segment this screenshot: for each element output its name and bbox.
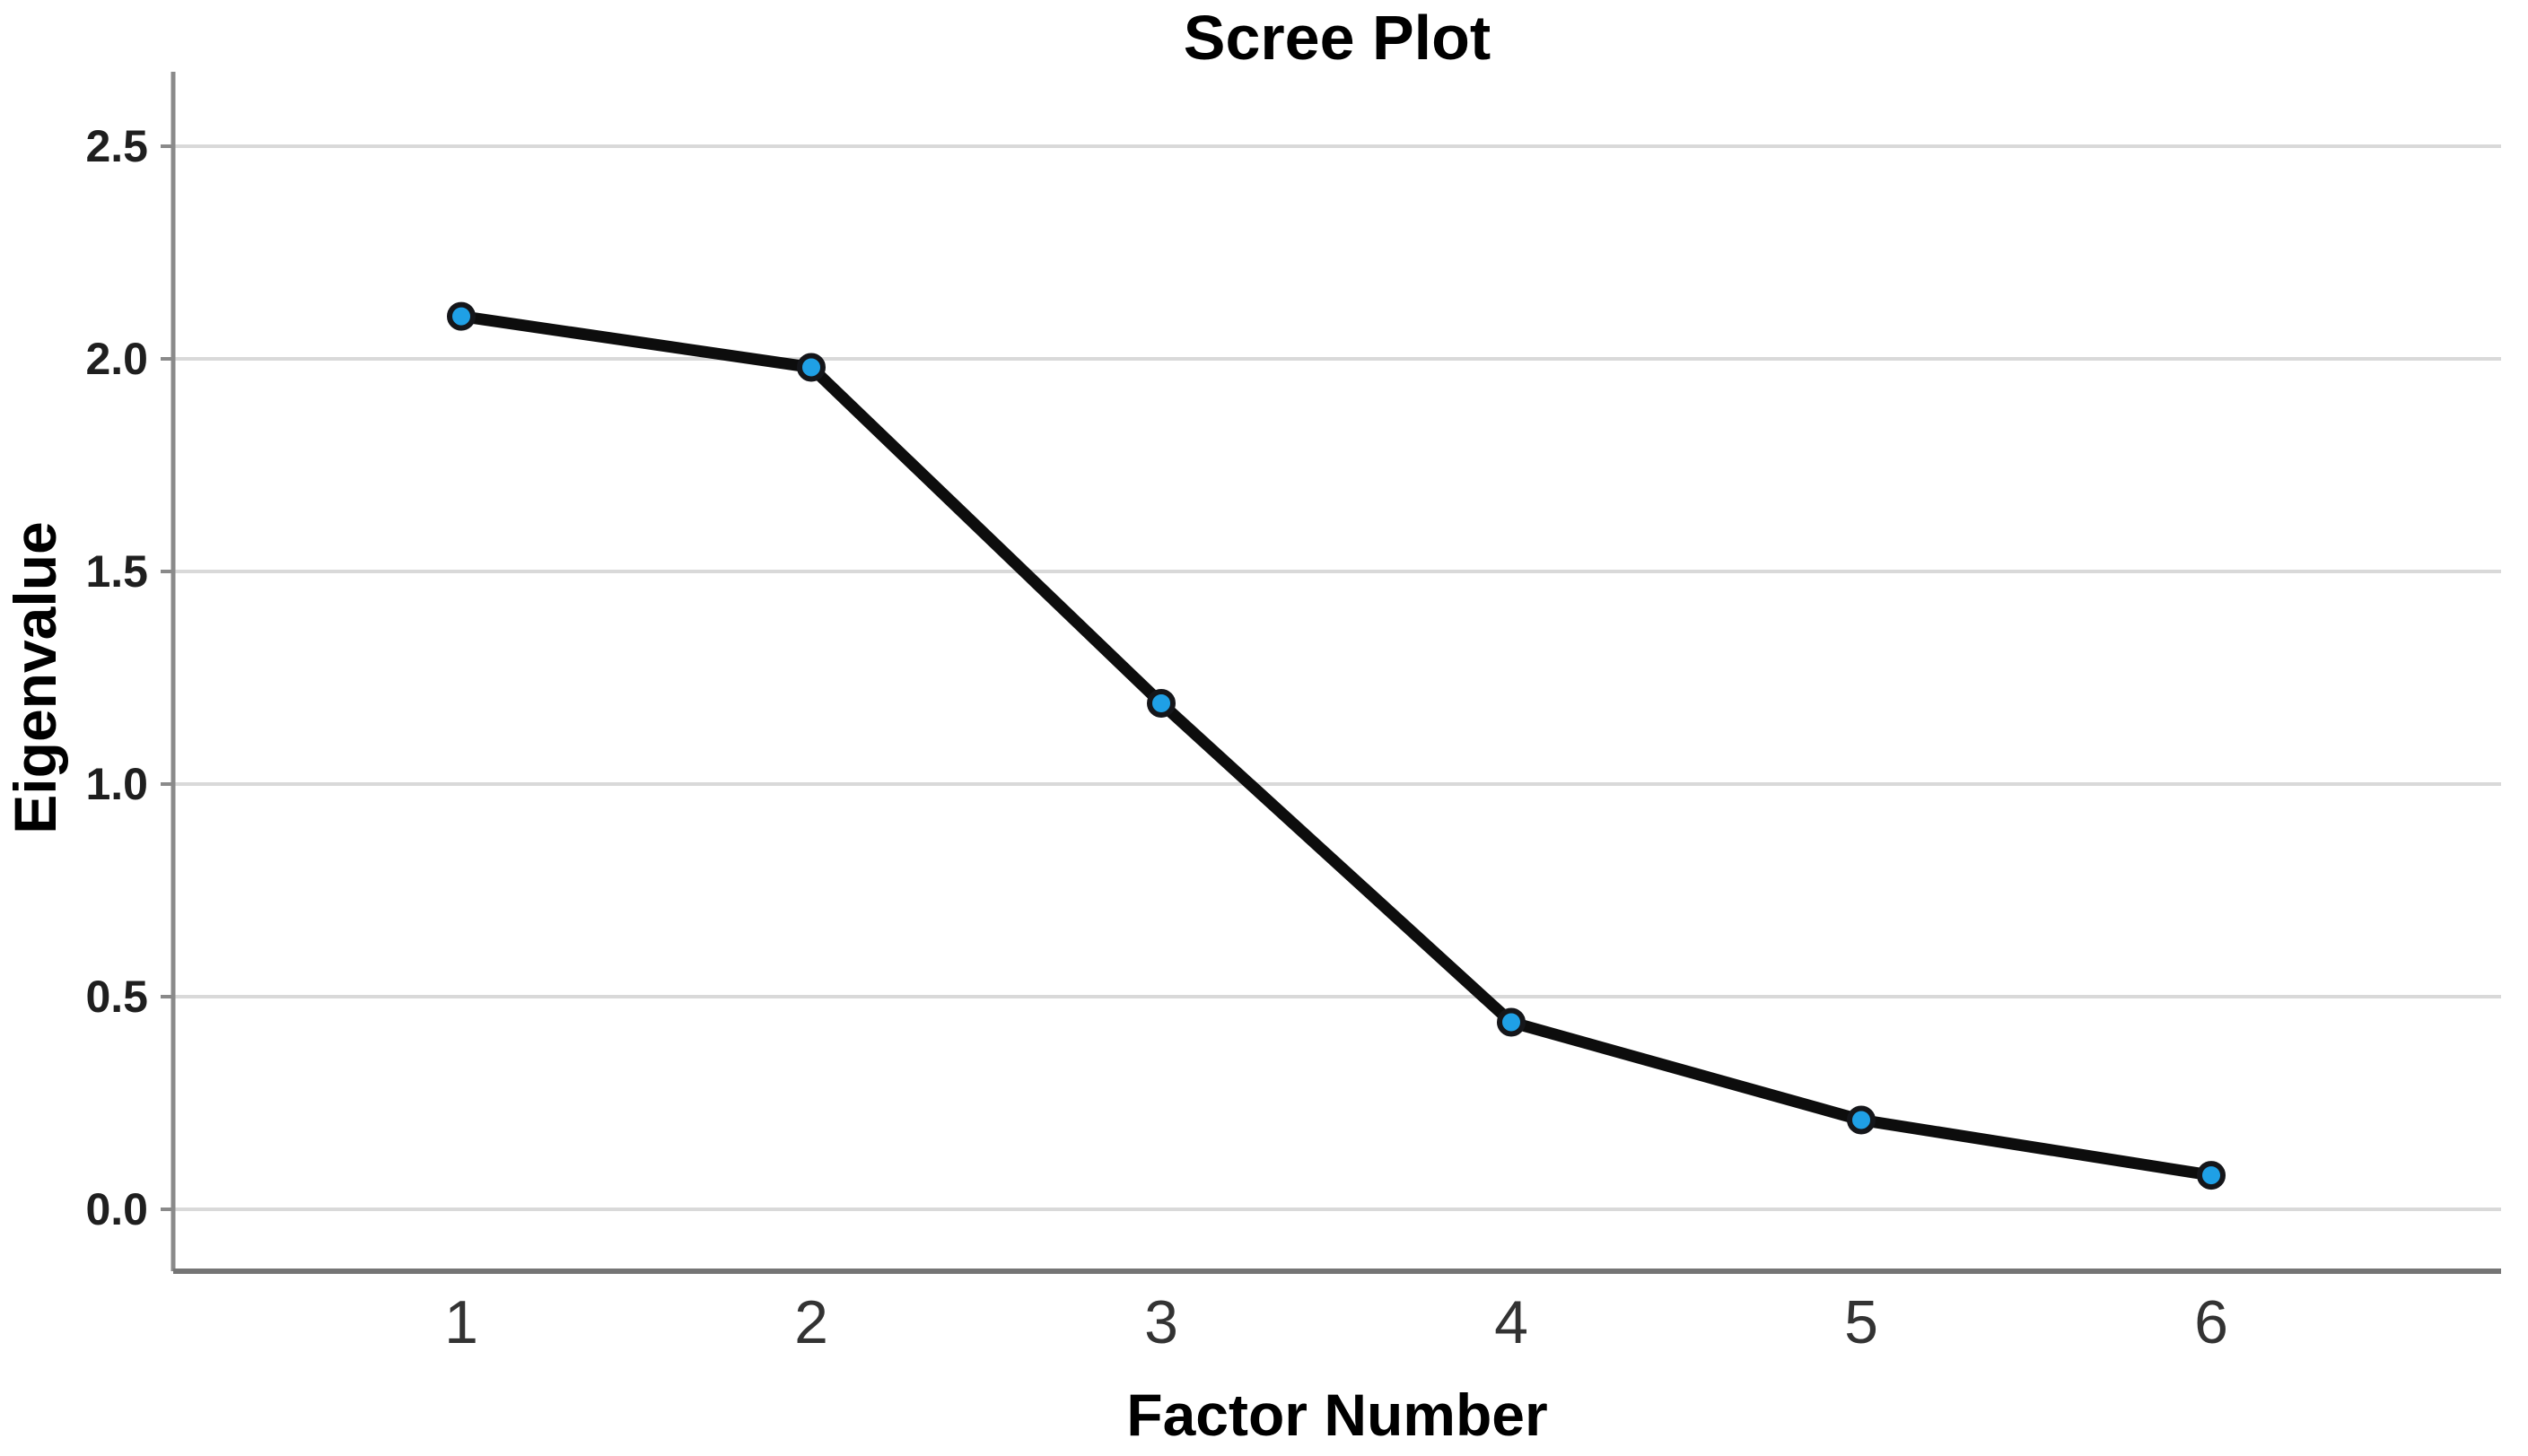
- y-tick-label: 1.5: [85, 546, 148, 597]
- data-point-marker: [2197, 1161, 2226, 1190]
- y-tick-label: 2.5: [85, 121, 148, 171]
- eigenvalue-line: [455, 310, 2217, 1181]
- gridlines-group: [173, 144, 2501, 1211]
- data-point-marker: [447, 301, 476, 331]
- chart-title: Scree Plot: [1184, 3, 1491, 73]
- y-axis-label: Eigenvalue: [2, 521, 68, 833]
- series-group: [447, 301, 2226, 1190]
- data-point-marker: [1847, 1105, 1876, 1135]
- y-tick-label: 1.0: [85, 759, 148, 809]
- x-axis-label: Factor Number: [1126, 1382, 1547, 1448]
- y-tick-label: 0.0: [85, 1184, 148, 1234]
- data-point-marker: [797, 353, 826, 382]
- x-tick-label: 2: [794, 1288, 828, 1356]
- y-tick-label: 0.5: [85, 972, 148, 1022]
- x-tick-label: 1: [444, 1288, 478, 1356]
- labels-group: 0.0 0.5 1.0 1.5 2.0 2.5 1 2 3 4 5 6 Scree Plot Factor…: [2, 3, 2228, 1448]
- data-point-marker: [1497, 1007, 1526, 1037]
- x-tick-label: 6: [2194, 1288, 2228, 1356]
- data-point-marker: [1147, 688, 1176, 718]
- x-tick-label: 5: [1844, 1288, 1878, 1356]
- axes-group: [161, 72, 2501, 1274]
- y-tick-label: 2.0: [85, 334, 148, 384]
- x-tick-label: 3: [1144, 1288, 1178, 1356]
- x-tick-label: 4: [1494, 1288, 1528, 1356]
